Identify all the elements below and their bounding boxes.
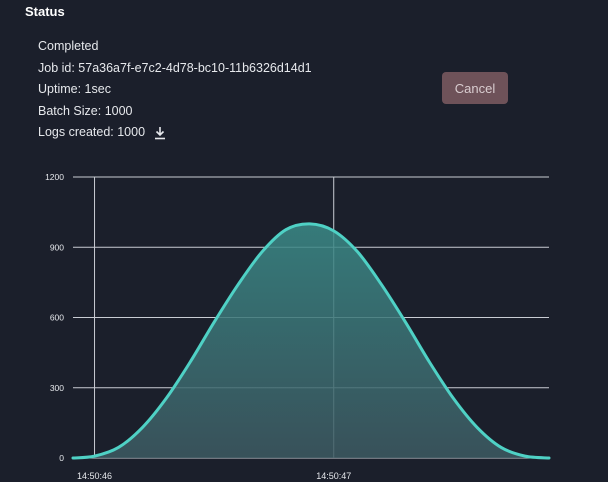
job-uptime: Uptime: 1sec <box>38 82 111 96</box>
y-tick-label: 900 <box>50 242 64 252</box>
y-tick-label: 600 <box>50 313 64 323</box>
x-tick-label: 14:50:47 <box>316 471 351 481</box>
y-tick-label: 300 <box>50 383 64 393</box>
series-line <box>71 222 551 460</box>
status-title: Status <box>25 4 65 19</box>
logs-created-text: Logs created: 1000 <box>38 125 146 139</box>
job-info: Completed Job id: 57a36a7f-e7c2-4d78-bc1… <box>38 36 312 144</box>
x-tick-label: 14:50:46 <box>77 471 112 481</box>
download-icon[interactable] <box>153 126 167 140</box>
logs-created-row: Logs created: 1000 <box>38 122 312 144</box>
job-id: Job id: 57a36a7f-e7c2-4d78-bc10-11b6326d… <box>38 60 312 75</box>
series-area <box>73 223 549 458</box>
y-tick-label: 0 <box>59 453 64 463</box>
job-batch-size: Batch Size: 1000 <box>38 103 133 118</box>
cancel-button[interactable]: Cancel <box>442 72 508 104</box>
y-tick-label: 1200 <box>45 172 64 182</box>
job-state: Completed <box>38 39 99 53</box>
